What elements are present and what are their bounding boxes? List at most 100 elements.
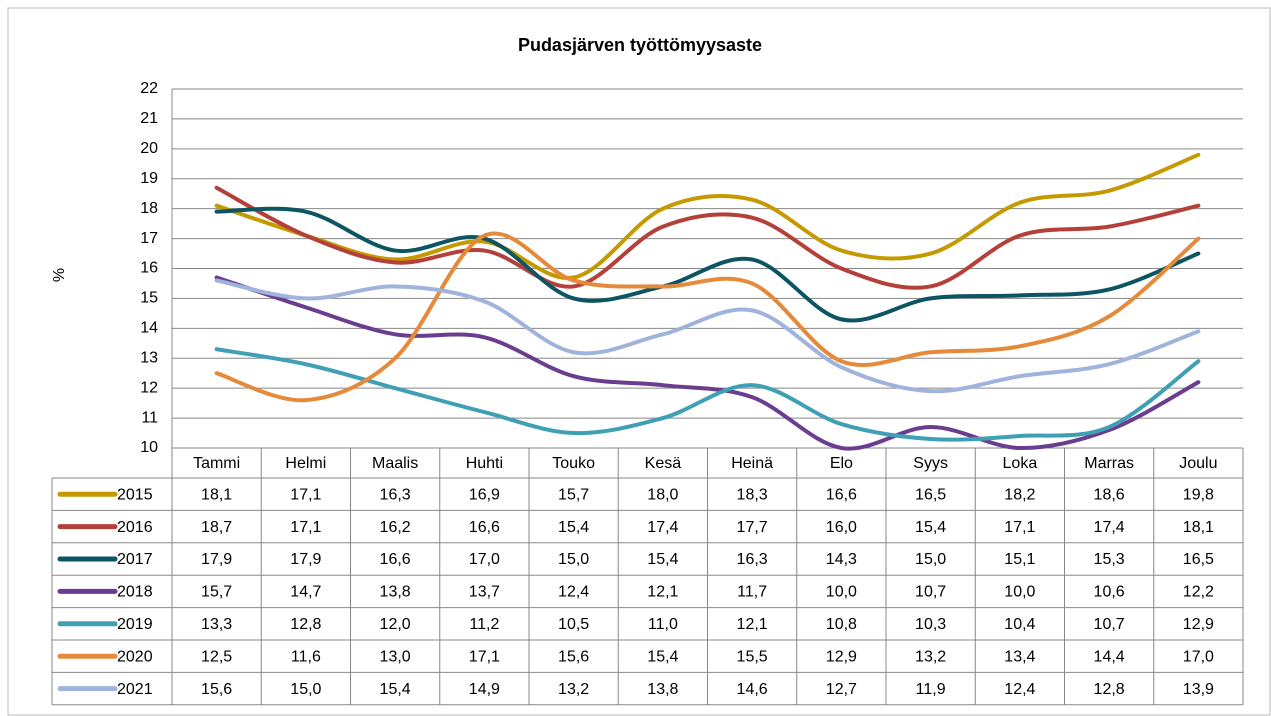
table-value: 16,9 [469,486,500,503]
x-tick-label: Marras [1084,455,1134,472]
table-value: 19,8 [1183,486,1214,503]
table-value: 17,9 [290,551,321,568]
table-value: 10,4 [1004,616,1035,633]
table-value: 17,0 [469,551,500,568]
table-value: 10,7 [1094,616,1125,633]
series-line [214,347,1201,442]
table-value: 14,9 [469,681,500,698]
x-tick-label: Touko [552,455,595,472]
y-tick-label: 22 [140,80,158,97]
y-tick-label: 15 [140,290,158,307]
series-line [214,278,1201,394]
table-value: 17,0 [1183,648,1214,665]
table-value: 12,9 [826,648,857,665]
table-value: 13,8 [647,681,678,698]
x-tick-label: Maalis [372,455,418,472]
table-value: 10,0 [826,584,857,601]
series-line [214,206,1201,323]
table-value: 17,4 [647,519,678,536]
table-value: 12,5 [201,648,232,665]
table-value: 16,5 [1183,551,1214,568]
table-value: 12,1 [737,616,768,633]
table-value: 10,7 [915,584,946,601]
table-value: 17,9 [201,551,232,568]
series-line [214,152,1201,280]
legend-label: 2015 [117,486,153,503]
y-axis-label: % [51,268,68,282]
table-value: 16,5 [915,486,946,503]
table-value: 12,9 [1183,616,1214,633]
table-value: 12,1 [647,584,678,601]
table-value: 12,8 [1094,681,1125,698]
x-tick-label: Huhti [466,455,503,472]
table-value: 17,1 [469,648,500,665]
table-value: 10,0 [1004,584,1035,601]
table-value: 18,6 [1094,486,1125,503]
table-value: 16,3 [737,551,768,568]
table-value: 18,1 [201,486,232,503]
chart-frame [7,7,1271,716]
table-value: 14,7 [290,584,321,601]
table-value: 11,6 [291,648,321,665]
table-value: 14,6 [737,681,768,698]
table-value: 12,2 [1183,584,1214,601]
x-tick-label: Kesä [645,455,682,472]
y-tick-label: 21 [140,110,158,127]
table-value: 10,6 [1094,584,1125,601]
table-value: 15,4 [558,519,589,536]
table-value: 17,1 [1004,519,1035,536]
table-value: 13,2 [558,681,589,698]
table-value: 18,0 [647,486,678,503]
legend-label: 2021 [117,681,153,698]
series-line [214,185,1201,290]
y-tick-label: 12 [140,379,158,396]
table-value: 18,7 [201,519,232,536]
table-value: 13,0 [380,648,411,665]
x-tick-label: Elo [830,455,853,472]
table-value: 15,4 [647,648,678,665]
table-value: 16,2 [380,519,411,536]
table-value: 15,3 [1094,551,1125,568]
table-value: 15,4 [380,681,411,698]
table-value: 16,6 [380,551,411,568]
series-line [214,275,1201,451]
table-value: 10,5 [558,616,589,633]
table-value: 15,4 [915,519,946,536]
x-tick-label: Helmi [285,455,326,472]
table-value: 15,7 [558,486,589,503]
table-value: 18,2 [1004,486,1035,503]
table-value: 15,1 [1004,551,1035,568]
table-value: 10,8 [826,616,857,633]
table-value: 14,4 [1094,648,1125,665]
table-value: 15,0 [915,551,946,568]
table-value: 12,4 [1004,681,1035,698]
legend-label: 2019 [117,616,153,633]
table-value: 17,1 [290,519,321,536]
table-value: 15,7 [201,584,232,601]
legend-label: 2018 [117,584,153,601]
table-value: 13,7 [469,584,500,601]
y-tick-label: 11 [141,409,158,426]
table-value: 16,3 [380,486,411,503]
table-value: 16,6 [826,486,857,503]
table-value: 10,3 [915,616,946,633]
table-value: 13,9 [1183,681,1214,698]
table-value: 11,9 [916,681,946,698]
table-value: 15,6 [201,681,232,698]
x-tick-label: Tammi [193,455,240,472]
x-tick-label: Joulu [1179,455,1217,472]
table-value: 15,0 [558,551,589,568]
y-tick-label: 19 [140,170,158,187]
x-tick-label: Loka [1003,455,1038,472]
y-tick-label: 13 [140,349,158,366]
chart-title: Pudasjärven työttömyysaste [518,35,762,55]
table-value: 18,3 [737,486,768,503]
table-value: 11,7 [737,584,767,601]
table-value: 15,4 [647,551,678,568]
table-value: 12,4 [558,584,589,601]
table-value: 13,3 [201,616,232,633]
y-tick-label: 14 [140,320,158,337]
x-tick-label: Syys [913,455,948,472]
table-value: 16,6 [469,519,500,536]
